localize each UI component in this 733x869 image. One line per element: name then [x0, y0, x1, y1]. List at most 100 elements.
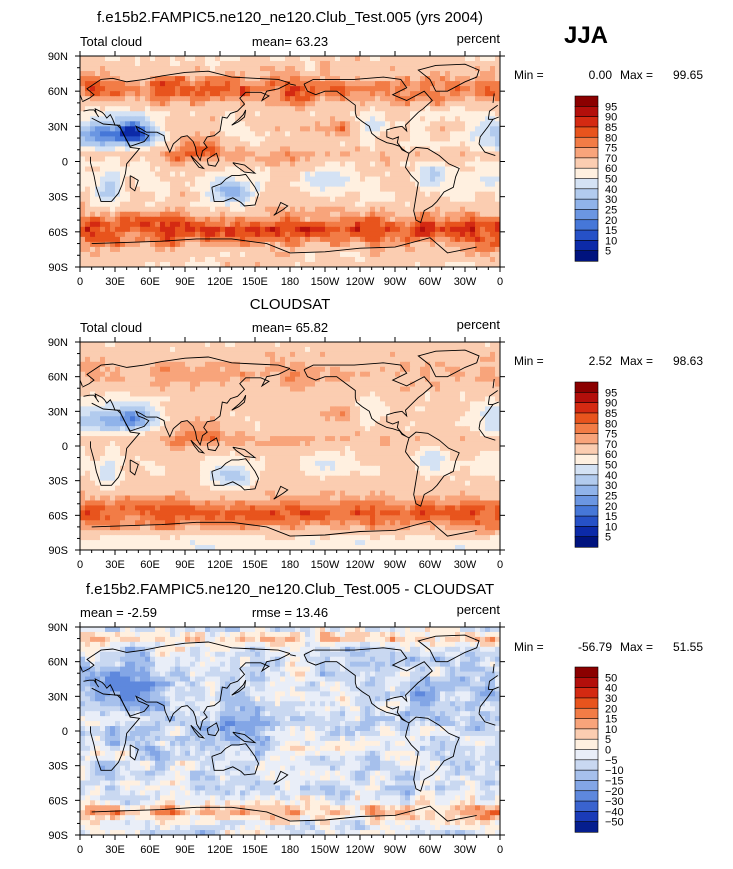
map-cell — [265, 387, 271, 393]
map-cell — [335, 217, 341, 223]
map-cell — [350, 146, 356, 152]
map-cell — [375, 111, 381, 117]
map-cell — [130, 387, 136, 393]
map-cell — [425, 172, 431, 178]
map-cell — [135, 116, 141, 122]
map-cell — [220, 222, 226, 228]
map-cell — [195, 202, 201, 208]
map-cell — [460, 111, 466, 117]
map-field — [80, 342, 501, 551]
map-cell — [250, 401, 256, 407]
map-cell — [365, 182, 371, 188]
map-cell — [255, 101, 261, 107]
map-cell — [205, 86, 211, 92]
map-cell — [485, 217, 491, 223]
map-cell — [450, 227, 456, 233]
map-cell — [270, 121, 276, 127]
map-cell — [320, 382, 326, 388]
map-cell — [460, 177, 466, 183]
map-cell — [385, 237, 391, 243]
map-cell — [315, 387, 321, 393]
map-cell — [390, 352, 396, 358]
map-cell — [330, 411, 336, 417]
map-cell — [380, 177, 386, 183]
map-cell — [275, 167, 281, 173]
map-cell — [135, 247, 141, 253]
map-cell — [120, 192, 126, 198]
map-cell — [330, 367, 336, 373]
map-cell — [290, 126, 296, 132]
map-cell — [355, 101, 361, 107]
map-cell — [425, 182, 431, 188]
map-cell — [175, 187, 181, 193]
map-cell — [185, 86, 191, 92]
map-cell — [240, 56, 246, 62]
map-cell — [395, 357, 401, 363]
map-cell — [175, 126, 181, 132]
map-cell — [425, 257, 431, 263]
map-cell — [155, 177, 161, 183]
map-cell — [145, 252, 151, 258]
map-cell — [240, 131, 246, 137]
map-cell — [400, 257, 406, 263]
map-cell — [160, 192, 166, 198]
map-cell — [80, 116, 86, 122]
map-cell — [245, 56, 251, 62]
map-cell — [210, 207, 216, 213]
map-cell — [165, 237, 171, 243]
map-cell — [165, 382, 171, 388]
map-cell — [205, 222, 211, 228]
map-cell — [105, 352, 111, 358]
map-cell — [460, 372, 466, 378]
map-cell — [80, 101, 86, 107]
map-cell — [460, 232, 466, 238]
map-cell — [180, 227, 186, 233]
map-cell — [350, 232, 356, 238]
map-cell — [95, 222, 101, 228]
map-cell — [335, 357, 341, 363]
map-cell — [270, 81, 276, 87]
map-cell — [350, 162, 356, 168]
map-cell — [165, 396, 171, 402]
map-cell — [200, 86, 206, 92]
map-cell — [220, 207, 226, 213]
map-cell — [400, 172, 406, 178]
map-cell — [445, 136, 451, 142]
map-cell — [240, 76, 246, 82]
map-cell — [390, 192, 396, 198]
map-cell — [95, 156, 101, 162]
map-cell — [310, 126, 316, 132]
map-cell — [435, 252, 441, 258]
map-cell — [305, 61, 311, 67]
map-cell — [100, 71, 106, 77]
map-cell — [230, 352, 236, 358]
map-cell — [355, 121, 361, 127]
map-cell — [420, 242, 426, 248]
map-cell — [135, 377, 141, 383]
map-cell — [360, 61, 366, 67]
map-cell — [440, 66, 446, 72]
map-cell — [370, 187, 376, 193]
map-cell — [355, 382, 361, 388]
map-cell — [260, 182, 266, 188]
map-cell — [295, 257, 301, 263]
map-cell — [265, 56, 271, 62]
map-cell — [475, 396, 481, 402]
map-cell — [100, 141, 106, 147]
map-cell — [300, 257, 306, 263]
map-cell — [345, 392, 351, 398]
map-cell — [280, 141, 286, 147]
map-cell — [310, 111, 316, 117]
map-cell — [440, 377, 446, 383]
map-cell — [490, 227, 496, 233]
map-cell — [480, 192, 486, 198]
map-cell — [155, 126, 161, 132]
map-cell — [145, 396, 151, 402]
map-cell — [330, 387, 336, 393]
map-cell — [285, 121, 291, 127]
map-cell — [265, 347, 271, 353]
map-cell — [210, 401, 216, 407]
map-cell — [445, 207, 451, 213]
map-cell — [420, 86, 426, 92]
map-cell — [180, 141, 186, 147]
